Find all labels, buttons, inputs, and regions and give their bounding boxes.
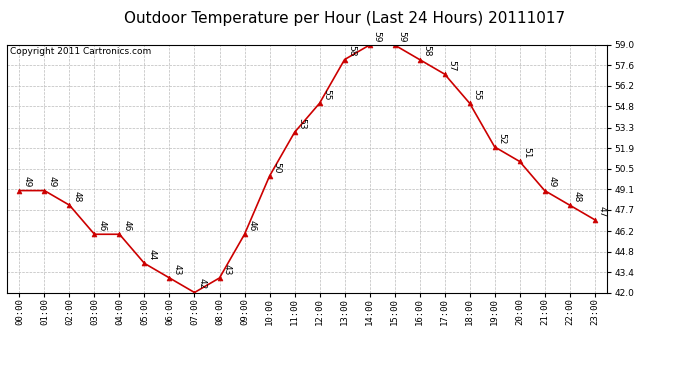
Text: 50: 50	[273, 162, 282, 173]
Text: 49: 49	[22, 176, 31, 188]
Text: 57: 57	[447, 60, 456, 71]
Text: 43: 43	[222, 264, 231, 275]
Text: 52: 52	[497, 133, 506, 144]
Text: 46: 46	[97, 220, 106, 231]
Text: 53: 53	[297, 118, 306, 130]
Text: 48: 48	[72, 191, 81, 202]
Text: 42: 42	[197, 279, 206, 290]
Text: 48: 48	[573, 191, 582, 202]
Text: 49: 49	[547, 176, 556, 188]
Text: 58: 58	[422, 45, 431, 57]
Text: 59: 59	[397, 31, 406, 42]
Text: 46: 46	[122, 220, 131, 231]
Text: 58: 58	[347, 45, 356, 57]
Text: 51: 51	[522, 147, 531, 159]
Text: 49: 49	[47, 176, 56, 188]
Text: 59: 59	[373, 31, 382, 42]
Text: 43: 43	[172, 264, 181, 275]
Text: 47: 47	[598, 206, 607, 217]
Text: 55: 55	[473, 89, 482, 101]
Text: Outdoor Temperature per Hour (Last 24 Hours) 20111017: Outdoor Temperature per Hour (Last 24 Ho…	[124, 11, 566, 26]
Text: 55: 55	[322, 89, 331, 101]
Text: 44: 44	[147, 249, 156, 261]
Text: 46: 46	[247, 220, 256, 231]
Text: Copyright 2011 Cartronics.com: Copyright 2011 Cartronics.com	[10, 48, 151, 57]
